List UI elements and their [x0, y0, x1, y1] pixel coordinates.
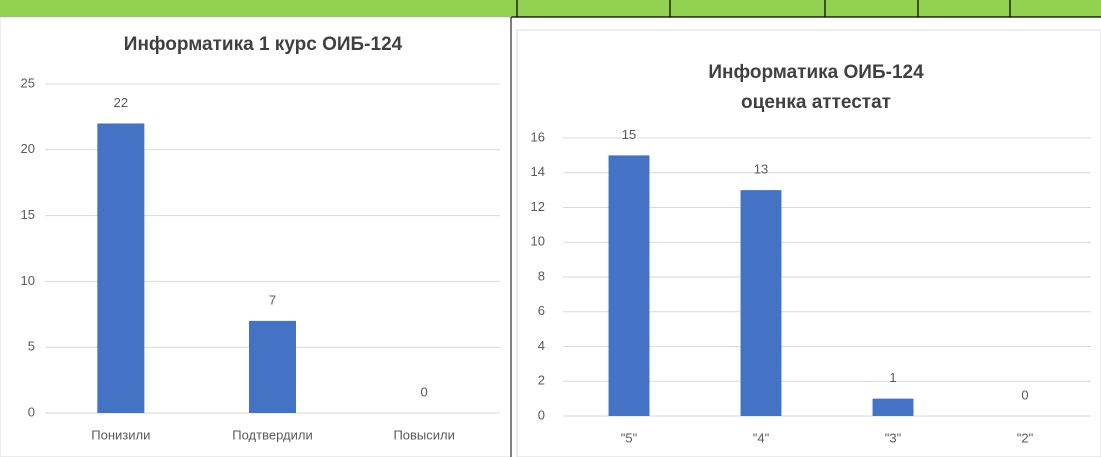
data-label: 0 [1021, 387, 1028, 402]
spreadsheet-row [0, 0, 1101, 17]
data-label: 0 [421, 384, 428, 399]
y-tick-label: 6 [538, 303, 545, 318]
data-label: 22 [114, 95, 128, 110]
y-tick-label: 16 [531, 129, 545, 144]
y-tick-label: 4 [538, 338, 545, 353]
y-tick-label: 0 [28, 404, 35, 419]
y-tick-label: 14 [531, 164, 545, 179]
chart-title: оценка аттестат [741, 92, 891, 113]
bar [608, 155, 650, 416]
y-tick-label: 5 [28, 339, 35, 354]
y-tick-label: 20 [21, 141, 35, 156]
x-tick-label: Понизили [91, 427, 150, 442]
chart-title: Информатика 1 курс ОИБ-124 [124, 34, 403, 55]
bar [248, 320, 297, 413]
chart-title: Информатика ОИБ-124 [708, 62, 924, 83]
x-tick-label: "3" [885, 430, 902, 445]
y-tick-label: 15 [21, 207, 35, 222]
y-tick-label: 8 [538, 268, 545, 283]
y-tick-label: 12 [531, 199, 545, 214]
data-label: 7 [269, 292, 276, 307]
y-tick-label: 25 [21, 75, 35, 90]
y-tick-label: 2 [538, 373, 545, 388]
bar [740, 190, 782, 416]
y-tick-label: 10 [531, 234, 545, 249]
bar [872, 398, 914, 416]
data-label: 1 [889, 370, 896, 385]
x-tick-label: Повысили [393, 427, 454, 442]
x-tick-label: Подтвердили [232, 427, 312, 442]
bar [97, 123, 145, 413]
x-tick-label: "5" [621, 430, 638, 445]
x-tick-label: "2" [1017, 430, 1034, 445]
y-tick-label: 0 [538, 407, 545, 422]
data-label: 15 [622, 127, 636, 142]
x-tick-label: "4" [753, 430, 770, 445]
data-label: 13 [754, 162, 768, 177]
y-tick-label: 10 [21, 273, 35, 288]
